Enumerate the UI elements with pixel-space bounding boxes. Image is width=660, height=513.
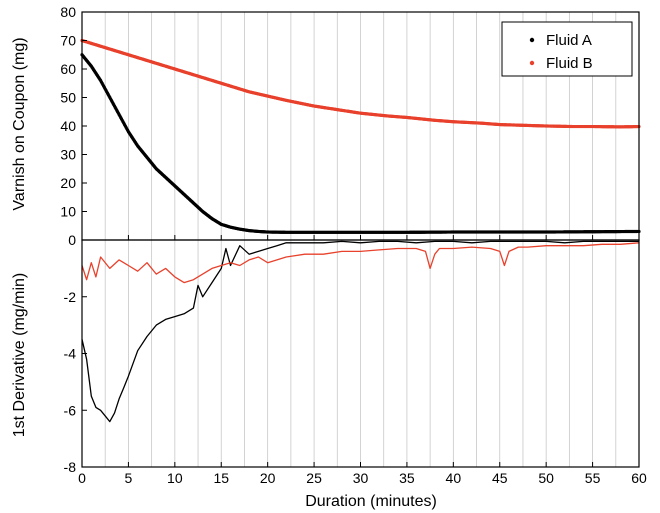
x-tick-label: 55	[585, 470, 601, 486]
y-tick-label: 60	[60, 61, 76, 77]
x-tick-label: 30	[353, 470, 369, 486]
line-series-fluid-a	[81, 240, 639, 423]
y-tick-label: -4	[64, 346, 77, 362]
y-tick-label: 10	[60, 204, 76, 220]
x-tick-label: 45	[492, 470, 508, 486]
legend-marker-fluid-b	[529, 60, 535, 66]
x-tick-label: 15	[213, 470, 229, 486]
x-tick-label: 20	[260, 470, 276, 486]
tick-layer: 0 5 10 15 20 25 30 35 40 45 50 55 60 0 10 20 30 40 50 60 70 8…	[60, 4, 647, 486]
x-tick-label: 50	[538, 470, 554, 486]
top-y-axis-title: Varnish on Coupon (mg)	[11, 37, 28, 210]
x-tick-label: 5	[125, 470, 133, 486]
y-tick-label: 70	[60, 33, 76, 49]
legend-label-fluid-a: Fluid A	[546, 32, 592, 49]
legend: Fluid A Fluid B	[501, 21, 633, 77]
x-tick-label: 25	[306, 470, 322, 486]
y-tick-label: 40	[60, 118, 76, 134]
bottom-y-axis-title: 1st Derivative (mg/min)	[11, 273, 28, 437]
x-tick-label: 10	[167, 470, 183, 486]
line-series-fluid-b	[81, 242, 640, 284]
scatter-series-fluid-a	[80, 53, 641, 234]
y-tick-label: -8	[64, 459, 77, 475]
x-tick-label: 40	[446, 470, 462, 486]
y-tick-label: 80	[60, 4, 76, 20]
legend-box	[501, 21, 633, 77]
scatter-series-fluid-b	[80, 38, 641, 129]
y-tick-label: -6	[64, 402, 77, 418]
x-tick-label: 35	[399, 470, 415, 486]
y-tick-label: 50	[60, 90, 76, 106]
x-axis-title: Duration (minutes)	[305, 493, 437, 510]
y-tick-label: -2	[64, 289, 77, 305]
y-tick-label: 20	[60, 175, 76, 191]
legend-marker-fluid-a	[529, 37, 535, 43]
x-tick-label: 0	[78, 470, 86, 486]
y-tick-label: 0	[68, 232, 76, 248]
x-tick-label: 60	[631, 470, 647, 486]
y-tick-label: 30	[60, 147, 76, 163]
legend-label-fluid-b: Fluid B	[546, 55, 593, 72]
series-layer	[80, 38, 641, 423]
